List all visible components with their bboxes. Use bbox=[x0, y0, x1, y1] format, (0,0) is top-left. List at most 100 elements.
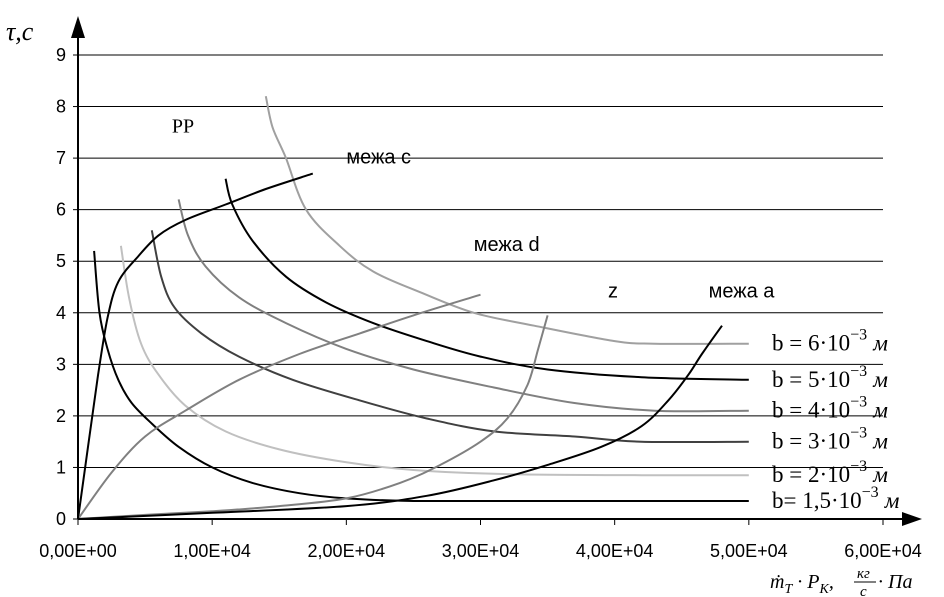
series-label-eq: = bbox=[784, 462, 808, 487]
x-axis-label-comma: , bbox=[829, 571, 834, 593]
series-label-text: b = 2·10−3 м bbox=[772, 458, 888, 487]
region-label: межа d bbox=[474, 234, 540, 256]
x-axis-label-sub-k: K bbox=[818, 582, 829, 597]
x-axis-label-mdot: ṁ bbox=[770, 571, 784, 593]
series-label-unit: м bbox=[872, 462, 888, 487]
series-label-dot: · bbox=[819, 429, 827, 454]
series-label-coef: 5 bbox=[808, 367, 820, 392]
series-layer bbox=[77, 95, 749, 520]
series-label-text: b= 1,5·10−3 м bbox=[772, 484, 900, 513]
region-label: межа а bbox=[709, 280, 776, 302]
series-label: b = 4·10−3 м bbox=[772, 394, 888, 423]
series-line-0 bbox=[93, 250, 749, 503]
series-label-dot: · bbox=[819, 367, 827, 392]
series-label-exp: −3 bbox=[850, 394, 867, 411]
y-axis-label: τ,с bbox=[6, 17, 34, 46]
series-label-unit: м bbox=[884, 488, 900, 513]
x-tick-label: 4,00E+04 bbox=[576, 541, 654, 561]
series-label-b: b bbox=[772, 462, 784, 487]
x-axis-label-tail: · Па bbox=[878, 571, 912, 593]
series-line-2 bbox=[150, 230, 749, 444]
x-tick-label: 1,00E+04 bbox=[173, 541, 251, 561]
x-tick-label: 5,00E+04 bbox=[710, 541, 788, 561]
series-label-dot: · bbox=[819, 331, 827, 356]
series-line-3 bbox=[177, 199, 749, 413]
x-tick-label: 0,00E+00 bbox=[39, 541, 117, 561]
series-label-coef: 2 bbox=[808, 462, 820, 487]
series-line-9 bbox=[77, 325, 723, 520]
y-tick-label: 3 bbox=[56, 354, 66, 374]
series-label-exp: −3 bbox=[862, 484, 879, 501]
x-tick-label: 2,00E+04 bbox=[308, 541, 386, 561]
series-label-base: 10 bbox=[827, 429, 850, 454]
series-line-1 bbox=[119, 245, 749, 477]
y-tick-label: 1 bbox=[56, 457, 66, 477]
tick-labels: 0 1 2 3 4 5 6 7 8 9 0,00E+00 1,00E+04 2,00E+04 3,00E+… bbox=[39, 45, 922, 561]
series-label-b: b bbox=[772, 488, 784, 513]
y-tick-label: 7 bbox=[56, 148, 66, 168]
series-label-coef: 4 bbox=[808, 398, 820, 423]
series-label-base: 10 bbox=[827, 462, 850, 487]
y-tick-label: 6 bbox=[56, 200, 66, 220]
y-tick-label: 4 bbox=[56, 303, 66, 323]
series-line-4 bbox=[224, 178, 749, 381]
x-axis-label-num: кг bbox=[857, 566, 870, 582]
axes bbox=[71, 16, 922, 526]
series-label-base: 10 bbox=[839, 488, 862, 513]
x-axis-label: ṁT · PK, bbox=[770, 571, 834, 597]
series-label-exp: −3 bbox=[850, 458, 867, 475]
series-label-dot: · bbox=[831, 488, 839, 513]
region-label: РР bbox=[172, 115, 194, 137]
x-axis-label-sub-t: T bbox=[784, 582, 793, 597]
y-tick-label: 5 bbox=[56, 251, 66, 271]
series-label-b: b bbox=[772, 331, 784, 356]
series-label-eq: = bbox=[784, 331, 808, 356]
y-tick-label: 8 bbox=[56, 97, 66, 117]
series-line-7 bbox=[77, 293, 481, 520]
x-axis-label-dot: · bbox=[792, 571, 807, 593]
x-tick-label: 6,00E+04 bbox=[844, 541, 922, 561]
series-label: b = 5·10−3 м bbox=[772, 363, 888, 392]
series-labels: b= 1,5·10−3 мb = 2·10−3 мb = 3·10−3 мb = 4·… bbox=[772, 327, 900, 513]
series-label-coef: 3 bbox=[808, 429, 820, 454]
y-tick-label: 2 bbox=[56, 406, 66, 426]
series-label-b: b bbox=[772, 367, 784, 392]
series-line-6 bbox=[77, 172, 314, 520]
series-label: b= 1,5·10−3 м bbox=[772, 484, 900, 513]
series-label-base: 10 bbox=[827, 367, 850, 392]
series-label-dot: · bbox=[819, 462, 827, 487]
y-tick-label: 9 bbox=[56, 45, 66, 65]
series-label-unit: м bbox=[872, 367, 888, 392]
y-tick-label: 0 bbox=[56, 509, 66, 529]
series-label-base: 10 bbox=[827, 331, 850, 356]
series-label: b = 3·10−3 м bbox=[772, 425, 888, 454]
y-axis-arrow bbox=[71, 16, 85, 38]
series-label-eq: = bbox=[784, 429, 808, 454]
x-axis-arrow bbox=[902, 512, 922, 526]
series-label-b: b bbox=[772, 398, 784, 423]
series-label-text: b = 4·10−3 м bbox=[772, 394, 888, 423]
series-line-5 bbox=[264, 95, 749, 345]
x-axis-label-p: P bbox=[806, 571, 819, 593]
series-label: b = 2·10−3 м bbox=[772, 458, 888, 487]
region-labels: РР межа с межа d z межа а bbox=[172, 115, 775, 302]
region-label: межа с bbox=[346, 146, 411, 168]
series-label-eq: = bbox=[784, 488, 803, 513]
x-axis-label-den: с bbox=[860, 584, 867, 597]
region-label: z bbox=[608, 280, 618, 302]
series-label-eq: = bbox=[784, 367, 808, 392]
series-label-text: b = 6·10−3 м bbox=[772, 327, 888, 356]
series-label-unit: м bbox=[872, 398, 888, 423]
series-label-eq: = bbox=[784, 398, 808, 423]
series-label-text: b = 5·10−3 м bbox=[772, 363, 888, 392]
series-label-base: 10 bbox=[827, 398, 850, 423]
series-label-dot: · bbox=[819, 398, 827, 423]
series-label-unit: м bbox=[872, 429, 888, 454]
series-label-b: b bbox=[772, 429, 784, 454]
series-line-8 bbox=[77, 315, 549, 520]
series-label-exp: −3 bbox=[850, 327, 867, 344]
series-label-unit: м bbox=[872, 331, 888, 356]
series-label-text: b = 3·10−3 м bbox=[772, 425, 888, 454]
series-label-exp: −3 bbox=[850, 425, 867, 442]
